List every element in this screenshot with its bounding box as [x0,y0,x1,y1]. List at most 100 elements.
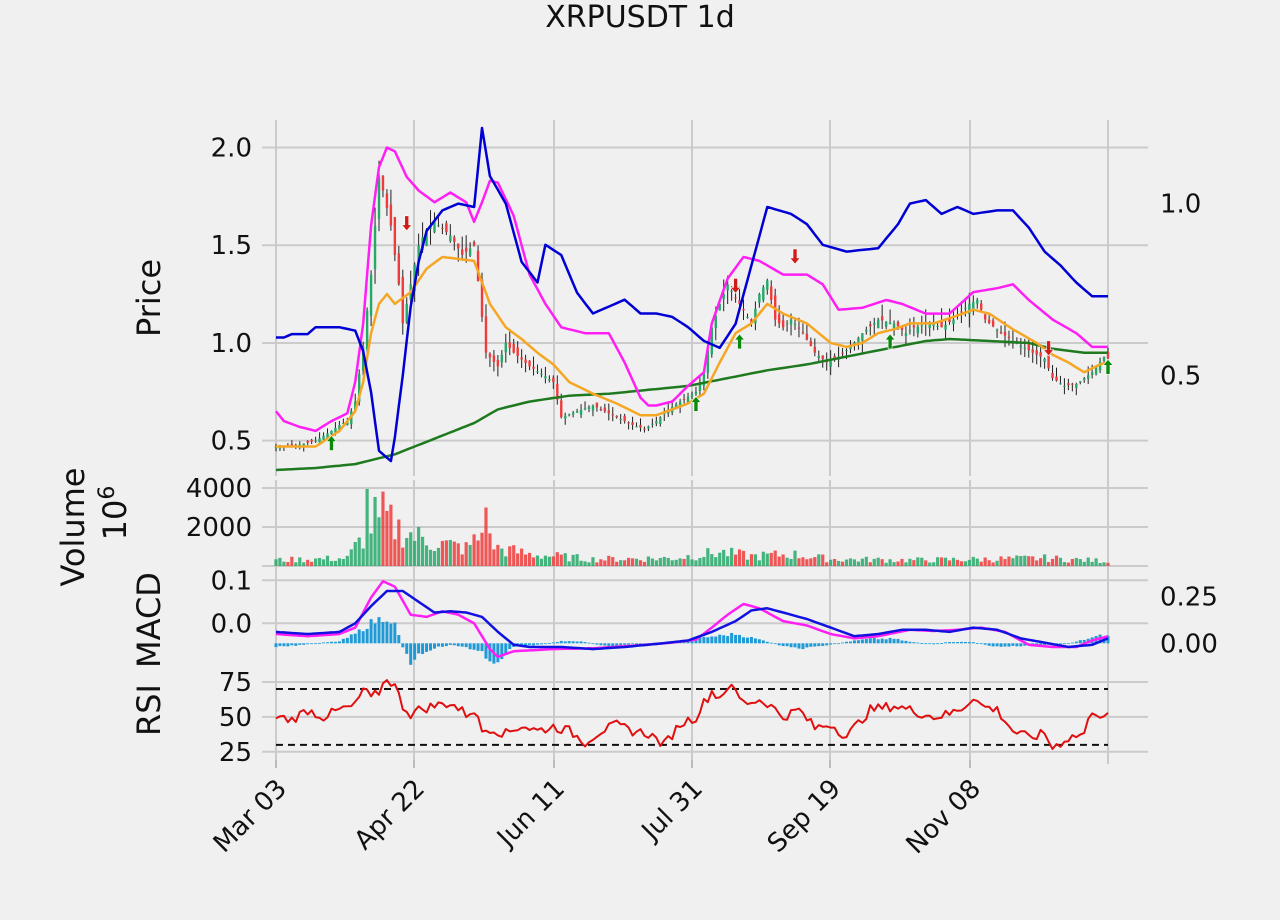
macd-histogram-bar [349,634,353,644]
macd-histogram-bar [793,643,797,648]
candle-body [674,404,678,409]
candle-body [813,346,817,353]
volume-bar [1066,562,1070,566]
candle-body [433,221,436,233]
macd-histogram-bar [1074,641,1078,644]
macd-histogram-bar [326,642,330,644]
macd-histogram-bar [789,643,793,648]
volume-bar [638,560,643,566]
volume-y-tick-label: 4000 [186,474,252,504]
candle-body [627,422,630,424]
macd-histogram-bar [290,643,294,646]
price-right-tick-label: 0.5 [1160,361,1201,391]
volume-bar [678,558,682,566]
volume-bar [353,541,357,566]
candle-body [793,324,797,326]
candle-body [385,193,389,209]
volume-bar [805,559,809,566]
volume-bar [920,557,924,566]
macd-histogram-bar [500,643,504,660]
volume-bar [329,561,334,566]
volume-bar [888,559,892,566]
candle-body [492,355,496,362]
candle-body [766,280,769,290]
candle-body [302,443,305,447]
candle-body [726,284,729,291]
candle-body [1079,381,1082,383]
candle-body [314,440,317,442]
macd-histogram-bar [698,637,702,644]
candle-body [1007,336,1011,339]
volume-bar [1011,558,1015,566]
macd-histogram-bar [310,643,314,645]
candle-body [1035,350,1038,355]
volume-bar [432,551,437,566]
candle-body [987,319,991,323]
candle-body [500,354,504,363]
candle-body [401,276,404,324]
macd-histogram-bar [785,643,789,647]
volume-bar [745,559,750,566]
macd-histogram-bar [369,619,373,644]
macd-histogram-bar [860,639,864,644]
macd-histogram-bar [532,643,536,646]
volume-bar [607,555,611,566]
volume-bar [951,557,956,566]
macd-histogram-bar [1023,643,1027,646]
volume-bar [1046,562,1051,566]
volume-bar [567,561,571,566]
candle-body [912,325,916,328]
candle-body [599,409,603,411]
candle-body [960,311,963,313]
x-tick-label: Jun 11 [490,774,571,855]
macd-y-tick-label: 0.0 [211,609,252,639]
candle-body [817,355,820,358]
candle-body [290,443,294,446]
volume-bar [690,559,694,566]
candle-body [480,279,484,317]
candle-body [1023,347,1026,349]
volume-bar [591,557,595,566]
macd-histogram-bar [314,643,318,645]
macd-histogram-bar [971,642,975,644]
candle-body [888,322,892,325]
macd-histogram-bar [294,643,298,646]
volume-bar [733,554,738,566]
volume-bar [627,557,631,566]
volume-bar [460,554,464,566]
volume-bar [361,548,365,566]
volume-bar [547,556,551,566]
volume-bar [979,561,983,566]
candle-body [944,324,947,330]
volume-bar [452,541,456,566]
volume-bar [932,562,936,566]
candle-body [900,326,904,330]
volume-bar [559,554,563,566]
volume-bar [306,559,310,566]
macd-histogram-bar [274,643,278,648]
macd-histogram-bar [397,635,401,644]
candle-body [663,413,666,415]
volume-bar [813,557,817,566]
candle-body [611,414,614,416]
volume-offset-label: 106 [95,486,134,541]
volume-bar [983,557,987,566]
candle-body [690,394,694,397]
volume-bar [1082,561,1086,566]
volume-bar [943,557,948,566]
candle-body [928,323,931,328]
candle-body [718,303,721,311]
macd-histogram-bar [421,643,425,655]
volume-bar [797,558,801,566]
candle-body [1086,375,1090,379]
macd-histogram-bar [908,641,912,644]
candle-body [425,229,428,246]
volume-bar [563,553,567,566]
volume-bar [749,554,754,566]
buy-arrow-marker [690,396,702,412]
candle-body [552,377,555,383]
macd-histogram-bar [1070,642,1074,644]
volume-bar [496,544,500,566]
volume-bar [999,556,1003,566]
